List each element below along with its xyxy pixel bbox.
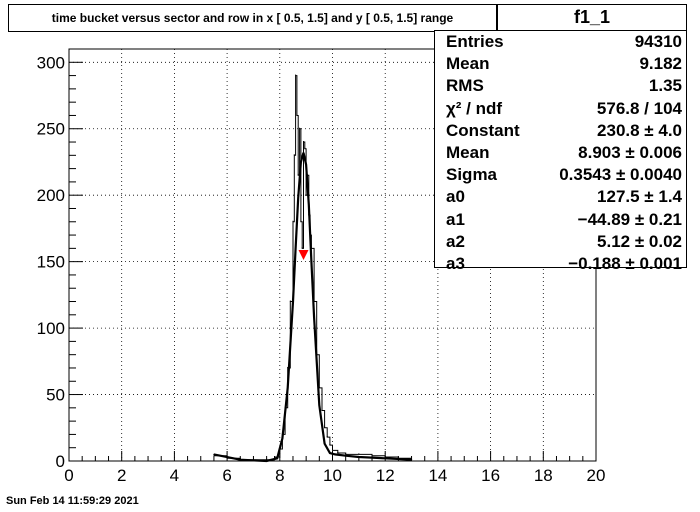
fit-line [213,152,412,463]
stat-row-constant: Constant 230.8 ± 4.0 [446,120,682,142]
stats-box: Entries 94310 Mean 9.182 RMS 1.35 χ² / n… [434,30,687,273]
stat-label: Mean [446,54,490,74]
plot-title-text: time bucket versus sector and row in x [… [51,11,454,25]
fit-point [300,161,302,163]
stat-label: χ² / ndf [446,98,503,118]
stat-label: a0 [446,187,465,207]
stat-value: 8.903 ± 0.006 [578,142,682,162]
fit-point [308,203,310,206]
fit-point [310,261,313,263]
stat-row-a0: a0 127.5 ± 1.4 [446,186,682,208]
y-tick-label: 100 [37,319,65,338]
fit-point [287,387,289,389]
y-tick-label: 150 [37,253,65,272]
x-tick-label: 8 [275,466,284,485]
x-tick-label: 6 [222,466,231,485]
fit-point [295,247,297,249]
fit-point [410,459,413,461]
fit-point [292,300,294,303]
y-tick-label: 300 [37,53,65,72]
fit-point [313,316,315,319]
stat-label: a3 [446,253,465,273]
stat-row-fit-mean: Mean 8.903 ± 0.006 [446,142,682,164]
y-axis: 0 50 100 150 200 250 300 [37,48,83,471]
stat-value: 5.12 ± 0.02 [597,231,682,251]
stat-value: 9.182 [639,54,682,74]
y-tick-label: 50 [46,386,65,405]
fit-point [345,455,347,457]
fit-point [323,443,326,445]
fit-point [213,453,215,455]
fit-point [305,164,307,166]
stat-row-mean: Mean 9.182 [446,53,682,75]
stat-label: a2 [446,231,465,251]
stat-value: 1.35 [648,76,682,96]
stat-value: 0.3543 ± 0.0040 [559,165,682,185]
stat-row-a2: a2 5.12 ± 0.02 [446,231,682,253]
fit-point [239,459,241,461]
y-tick-label: 0 [56,452,65,471]
fit-point [266,460,268,462]
stat-row-rms: RMS 1.35 [446,75,682,97]
fit-point [329,452,331,454]
stat-value: −44.89 ± 0.21 [577,209,682,229]
fit-point [281,437,284,440]
x-axis: 0 2 4 6 8 10 12 14 16 18 20 [64,451,605,485]
stat-value: 127.5 ± 1.4 [597,187,682,207]
stat-row-a3: a3 −0.188 ± 0.001 [446,253,682,275]
fit-point [302,152,305,154]
x-tick-label: 16 [481,466,500,485]
stat-label: Constant [446,120,520,140]
x-tick-label: 2 [117,466,126,485]
fit-point [297,197,299,199]
histogram-steps [213,75,412,461]
fit-point [358,456,360,458]
stat-label: Entries [446,32,504,51]
peak-marker [298,250,309,260]
fit-point [384,457,386,459]
fit-curve [213,152,413,463]
stat-value: −0.188 ± 0.001 [568,253,682,273]
x-tick-label: 18 [534,466,553,485]
stat-row-a1: a1 −44.89 ± 0.21 [446,209,682,231]
y-tick-label: 200 [37,186,65,205]
x-tick-label: 10 [323,466,342,485]
stat-value: 94310 [634,32,682,51]
stat-label: RMS [446,76,484,96]
stats-box-header: f1_1 [497,4,687,30]
stat-row-chi2: χ² / ndf 576.8 / 104 [446,98,682,120]
x-tick-label: 14 [428,466,447,485]
stats-name: f1_1 [573,7,611,27]
peak-marker-triangle [298,250,309,260]
stat-value: 576.8 / 104 [596,98,682,118]
stat-label: Mean [446,142,490,162]
x-tick-label: 12 [376,466,395,485]
plot-title: time bucket versus sector and row in x [… [8,4,497,32]
x-tick-label: 0 [64,466,73,485]
fit-point [334,453,336,455]
stat-row-entries: Entries 94310 [446,31,682,53]
x-tick-label: 4 [170,466,179,485]
stat-label: Sigma [446,165,498,185]
stat-value: 230.8 ± 4.0 [597,120,682,140]
x-tick-label: 20 [587,466,606,485]
fit-point [318,404,320,406]
stat-row-sigma: Sigma 0.3543 ± 0.0040 [446,164,682,186]
timestamp-footer: Sun Feb 14 11:59:29 2021 [6,495,139,507]
fit-point [276,457,278,459]
stat-label: a1 [446,209,465,229]
y-tick-label: 250 [37,120,65,139]
